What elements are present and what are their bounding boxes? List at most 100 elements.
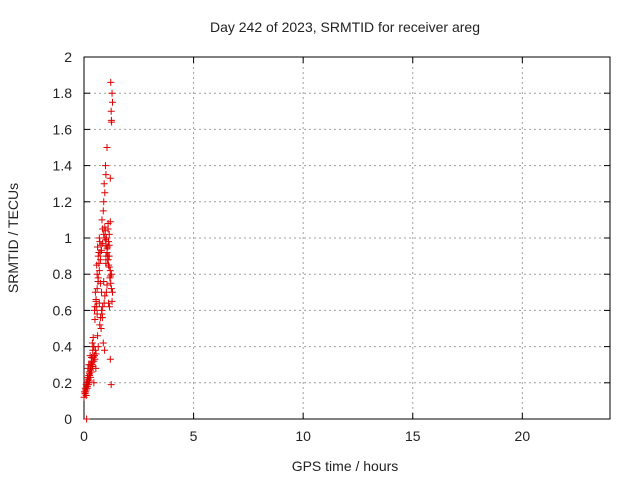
data-point xyxy=(108,297,116,305)
y-tick-label: 0 xyxy=(64,411,72,427)
grid xyxy=(84,57,610,419)
data-point xyxy=(91,288,99,296)
data-point xyxy=(94,243,102,251)
data-point xyxy=(84,373,92,381)
data-point xyxy=(99,239,107,247)
data-point xyxy=(107,107,115,115)
data-point xyxy=(85,368,93,376)
data-point xyxy=(96,248,104,256)
data-point xyxy=(106,355,114,363)
data-point xyxy=(102,252,110,260)
data-point xyxy=(107,78,115,86)
data-point xyxy=(103,281,111,289)
data-point xyxy=(81,384,89,392)
data-point xyxy=(94,332,102,340)
data-point xyxy=(88,339,96,347)
data-point xyxy=(101,292,109,300)
data-point xyxy=(105,230,113,238)
data-point xyxy=(93,303,101,311)
x-tick-label: 20 xyxy=(515,428,531,444)
data-point xyxy=(99,339,107,347)
data-point xyxy=(107,279,115,287)
data-point xyxy=(96,256,104,264)
y-tick-label: 0.8 xyxy=(53,266,73,282)
data-point xyxy=(102,259,110,267)
y-axis-label: SRMTID / TECUs xyxy=(5,183,21,293)
data-point xyxy=(94,252,102,260)
data-point xyxy=(90,357,98,365)
data-point xyxy=(98,314,106,322)
data-point xyxy=(102,288,110,296)
data-points xyxy=(80,78,116,423)
data-point xyxy=(87,353,95,361)
data-point xyxy=(92,350,100,358)
x-tick-label: 5 xyxy=(190,428,198,444)
data-point xyxy=(97,241,105,249)
data-point xyxy=(101,227,109,235)
data-point xyxy=(104,225,112,233)
y-tick-label: 1.4 xyxy=(53,158,73,174)
data-point xyxy=(101,346,109,354)
data-point xyxy=(101,189,109,197)
data-point xyxy=(96,321,104,329)
data-point xyxy=(101,162,109,170)
data-point xyxy=(108,288,116,296)
data-point xyxy=(106,272,114,280)
y-tick-label: 1.6 xyxy=(53,121,73,137)
data-point xyxy=(105,303,113,311)
data-point xyxy=(100,198,108,206)
data-point xyxy=(99,207,107,215)
data-point xyxy=(98,216,106,224)
data-point xyxy=(82,381,90,389)
axis-ticks: 0 5 10 15 20 0 0.2 0.4 0.6 0.8 1 1.2 1.4 1.6 1.8 2 xyxy=(53,49,610,444)
data-point xyxy=(101,234,109,242)
data-point xyxy=(95,259,103,267)
data-point xyxy=(93,270,101,278)
data-point xyxy=(96,238,104,246)
data-point xyxy=(103,243,111,251)
data-point xyxy=(102,171,110,179)
data-point xyxy=(83,415,91,423)
data-point xyxy=(97,325,105,332)
data-point xyxy=(90,379,98,387)
data-point xyxy=(107,381,115,389)
y-tick-label: 2 xyxy=(64,49,72,65)
data-point xyxy=(103,144,111,151)
data-point xyxy=(105,238,113,246)
data-point xyxy=(99,303,107,311)
data-point xyxy=(90,343,98,351)
data-point xyxy=(106,174,114,182)
data-point xyxy=(100,180,108,188)
data-point xyxy=(108,98,116,106)
data-point xyxy=(92,296,100,304)
data-point xyxy=(91,315,99,323)
y-tick-label: 1 xyxy=(64,230,72,246)
data-point xyxy=(91,346,99,354)
data-point xyxy=(89,334,97,342)
x-tick-label: 10 xyxy=(295,428,311,444)
x-tick-label: 15 xyxy=(405,428,421,444)
data-point xyxy=(105,263,113,271)
data-point xyxy=(107,270,115,278)
data-point xyxy=(107,116,115,124)
data-point xyxy=(88,361,96,369)
x-tick-label: 0 xyxy=(80,428,88,444)
plot-frame xyxy=(83,56,611,420)
data-point xyxy=(106,218,114,226)
data-point xyxy=(104,256,112,264)
data-point xyxy=(105,299,113,307)
chart-title: Day 242 of 2023, SRMTID for receiver are… xyxy=(210,19,480,35)
data-point xyxy=(80,388,88,396)
data-point xyxy=(94,277,102,285)
y-tick-label: 1.8 xyxy=(53,85,73,101)
data-point xyxy=(93,285,101,293)
data-point xyxy=(91,352,99,360)
data-point xyxy=(107,285,115,293)
data-point xyxy=(108,89,116,97)
y-tick-label: 0.2 xyxy=(53,375,73,391)
y-tick-label: 0.4 xyxy=(53,339,73,355)
x-axis-label: GPS time / hours xyxy=(292,458,399,474)
data-point xyxy=(95,267,103,275)
y-tick-label: 0.6 xyxy=(53,302,73,318)
